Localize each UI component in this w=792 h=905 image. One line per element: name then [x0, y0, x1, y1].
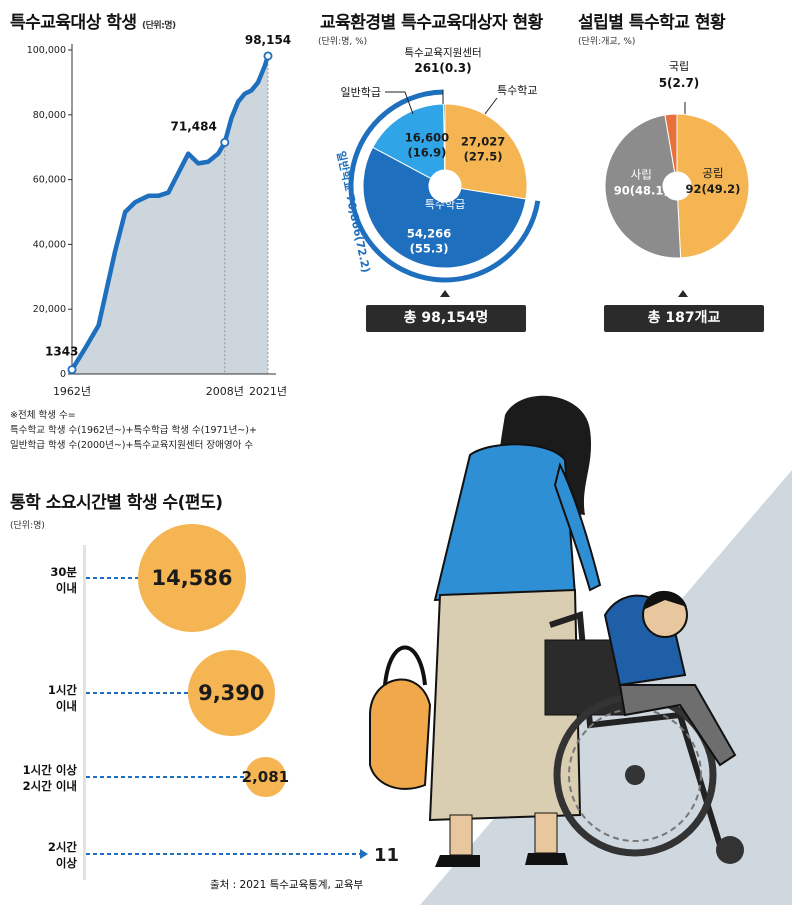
x-tick-label: 2008년	[206, 385, 244, 398]
slice-value: 5(2.7)	[659, 76, 700, 90]
note-line: 일반학급 학생 수(2000년~)+특수교육지원센터 장애영아 수	[10, 440, 254, 451]
pie-slice	[664, 113, 678, 173]
slice-percent: (16.9)	[408, 145, 447, 159]
x-tick-label: 2021년	[249, 385, 287, 398]
bubble: 14,586	[138, 524, 246, 632]
data-point	[220, 137, 230, 147]
education-env-donut: 일반학교 70,866(72.2)27,027(27.5)54,266(55.3…	[334, 47, 541, 283]
y-tick-label: 80,000	[33, 110, 66, 121]
bubble-value: 11	[374, 845, 399, 866]
total-pointer-icon	[440, 290, 450, 297]
y-tick-label: 60,000	[33, 175, 66, 186]
slice-value: 90(48.1)	[614, 183, 669, 197]
chart1-unit: (단위:명)	[141, 21, 176, 31]
chart1-notes: ※전체 학생 수= 특수학교 학생 수(1962년~)+특수학급 학생 수(19…	[10, 408, 257, 453]
slice-name: 일반학급	[341, 85, 381, 99]
slice-name: 특수학급	[425, 198, 465, 211]
slice-name: 국립	[669, 60, 689, 73]
total-schools-label: 총 187개교	[604, 305, 764, 332]
chart3-unit: (단위:개교, %)	[578, 37, 636, 47]
slice-name: 특수학교	[497, 84, 537, 97]
arrow-head-icon	[360, 849, 368, 859]
axis-bar	[83, 545, 86, 880]
leader-line	[484, 97, 498, 115]
bubble-value: 2,081	[241, 767, 290, 786]
note-line: 특수학교 학생 수(1962년~)+특수학급 학생 수(1971년~)+	[10, 425, 257, 436]
data-point	[67, 365, 77, 375]
bracket-arc	[348, 89, 541, 283]
y-tick-label: 20,000	[33, 304, 66, 315]
bubble: 9,390	[188, 649, 275, 737]
total-pointer-icon	[678, 290, 688, 297]
y-tick-label: 100,000	[27, 45, 66, 56]
chart3-title: 설립별 특수학교 현황	[578, 13, 726, 33]
slice-name: 사립	[631, 167, 652, 181]
point-label: 1343	[45, 345, 78, 359]
point-label: 71,484	[171, 119, 217, 133]
category-label: 2시간 이상	[47, 840, 77, 870]
bubble-value: 14,586	[151, 566, 233, 590]
x-tick-label: 1962년	[53, 385, 91, 398]
slice-value: 54,266	[407, 226, 451, 240]
data-point	[263, 51, 273, 61]
series-line	[69, 53, 271, 372]
category-label: 1시간 이상 2시간 이내	[22, 763, 77, 793]
slice-name: 특수교육지원센터	[404, 47, 481, 59]
bubble: 2,081	[241, 756, 290, 798]
point-label: 98,154	[245, 33, 291, 47]
chart2-title: 교육환경별 특수교육대상자 현황	[320, 13, 543, 33]
y-tick-label: 40,000	[33, 239, 66, 250]
category-label: 30분 이내	[50, 565, 77, 595]
pie-slice	[372, 103, 446, 180]
slice-name: 공립	[702, 166, 723, 180]
woman-pushing-wheelchair-icon	[369, 395, 744, 867]
chart4-unit: (단위:명)	[10, 521, 45, 531]
y-tick-label: 0	[60, 369, 66, 380]
pie-slice	[362, 146, 527, 269]
leader-line	[385, 91, 414, 115]
pie-slice	[443, 103, 446, 171]
slice-value: 27,027	[461, 135, 505, 149]
chart4-title: 통학 소요시간별 학생 수(편도)	[10, 493, 223, 513]
category-label: 1시간 이내	[47, 683, 77, 713]
slice-value: 261(0.3)	[414, 61, 471, 75]
note-line: ※전체 학생 수=	[10, 410, 76, 421]
chart1-title: 특수교육대상 학생 (단위:명)	[10, 13, 176, 33]
chart2-unit: (단위:명, %)	[318, 37, 368, 47]
slice-percent: (27.5)	[464, 150, 503, 164]
total-students-label: 총 98,154명	[366, 305, 526, 332]
pie-slice	[444, 103, 528, 200]
school-type-donut: 공립 92(49.2) 사립 90(48.1) 국립 5(2.7)	[604, 60, 750, 259]
bubble-value: 9,390	[198, 680, 265, 705]
pie-slice	[604, 114, 682, 259]
slice-value: 16,600	[405, 130, 449, 144]
line-chart: 0 20,000 40,000 60,000 80,000 100,000 1343 1962…	[27, 33, 291, 398]
pie-slice	[676, 113, 750, 259]
area-fill	[72, 55, 268, 374]
slice-percent: (55.3)	[410, 241, 449, 255]
slice-value: 92(49.2)	[686, 182, 741, 196]
source-note: 출처 : 2021 특수교육통계, 교육부	[210, 879, 364, 891]
